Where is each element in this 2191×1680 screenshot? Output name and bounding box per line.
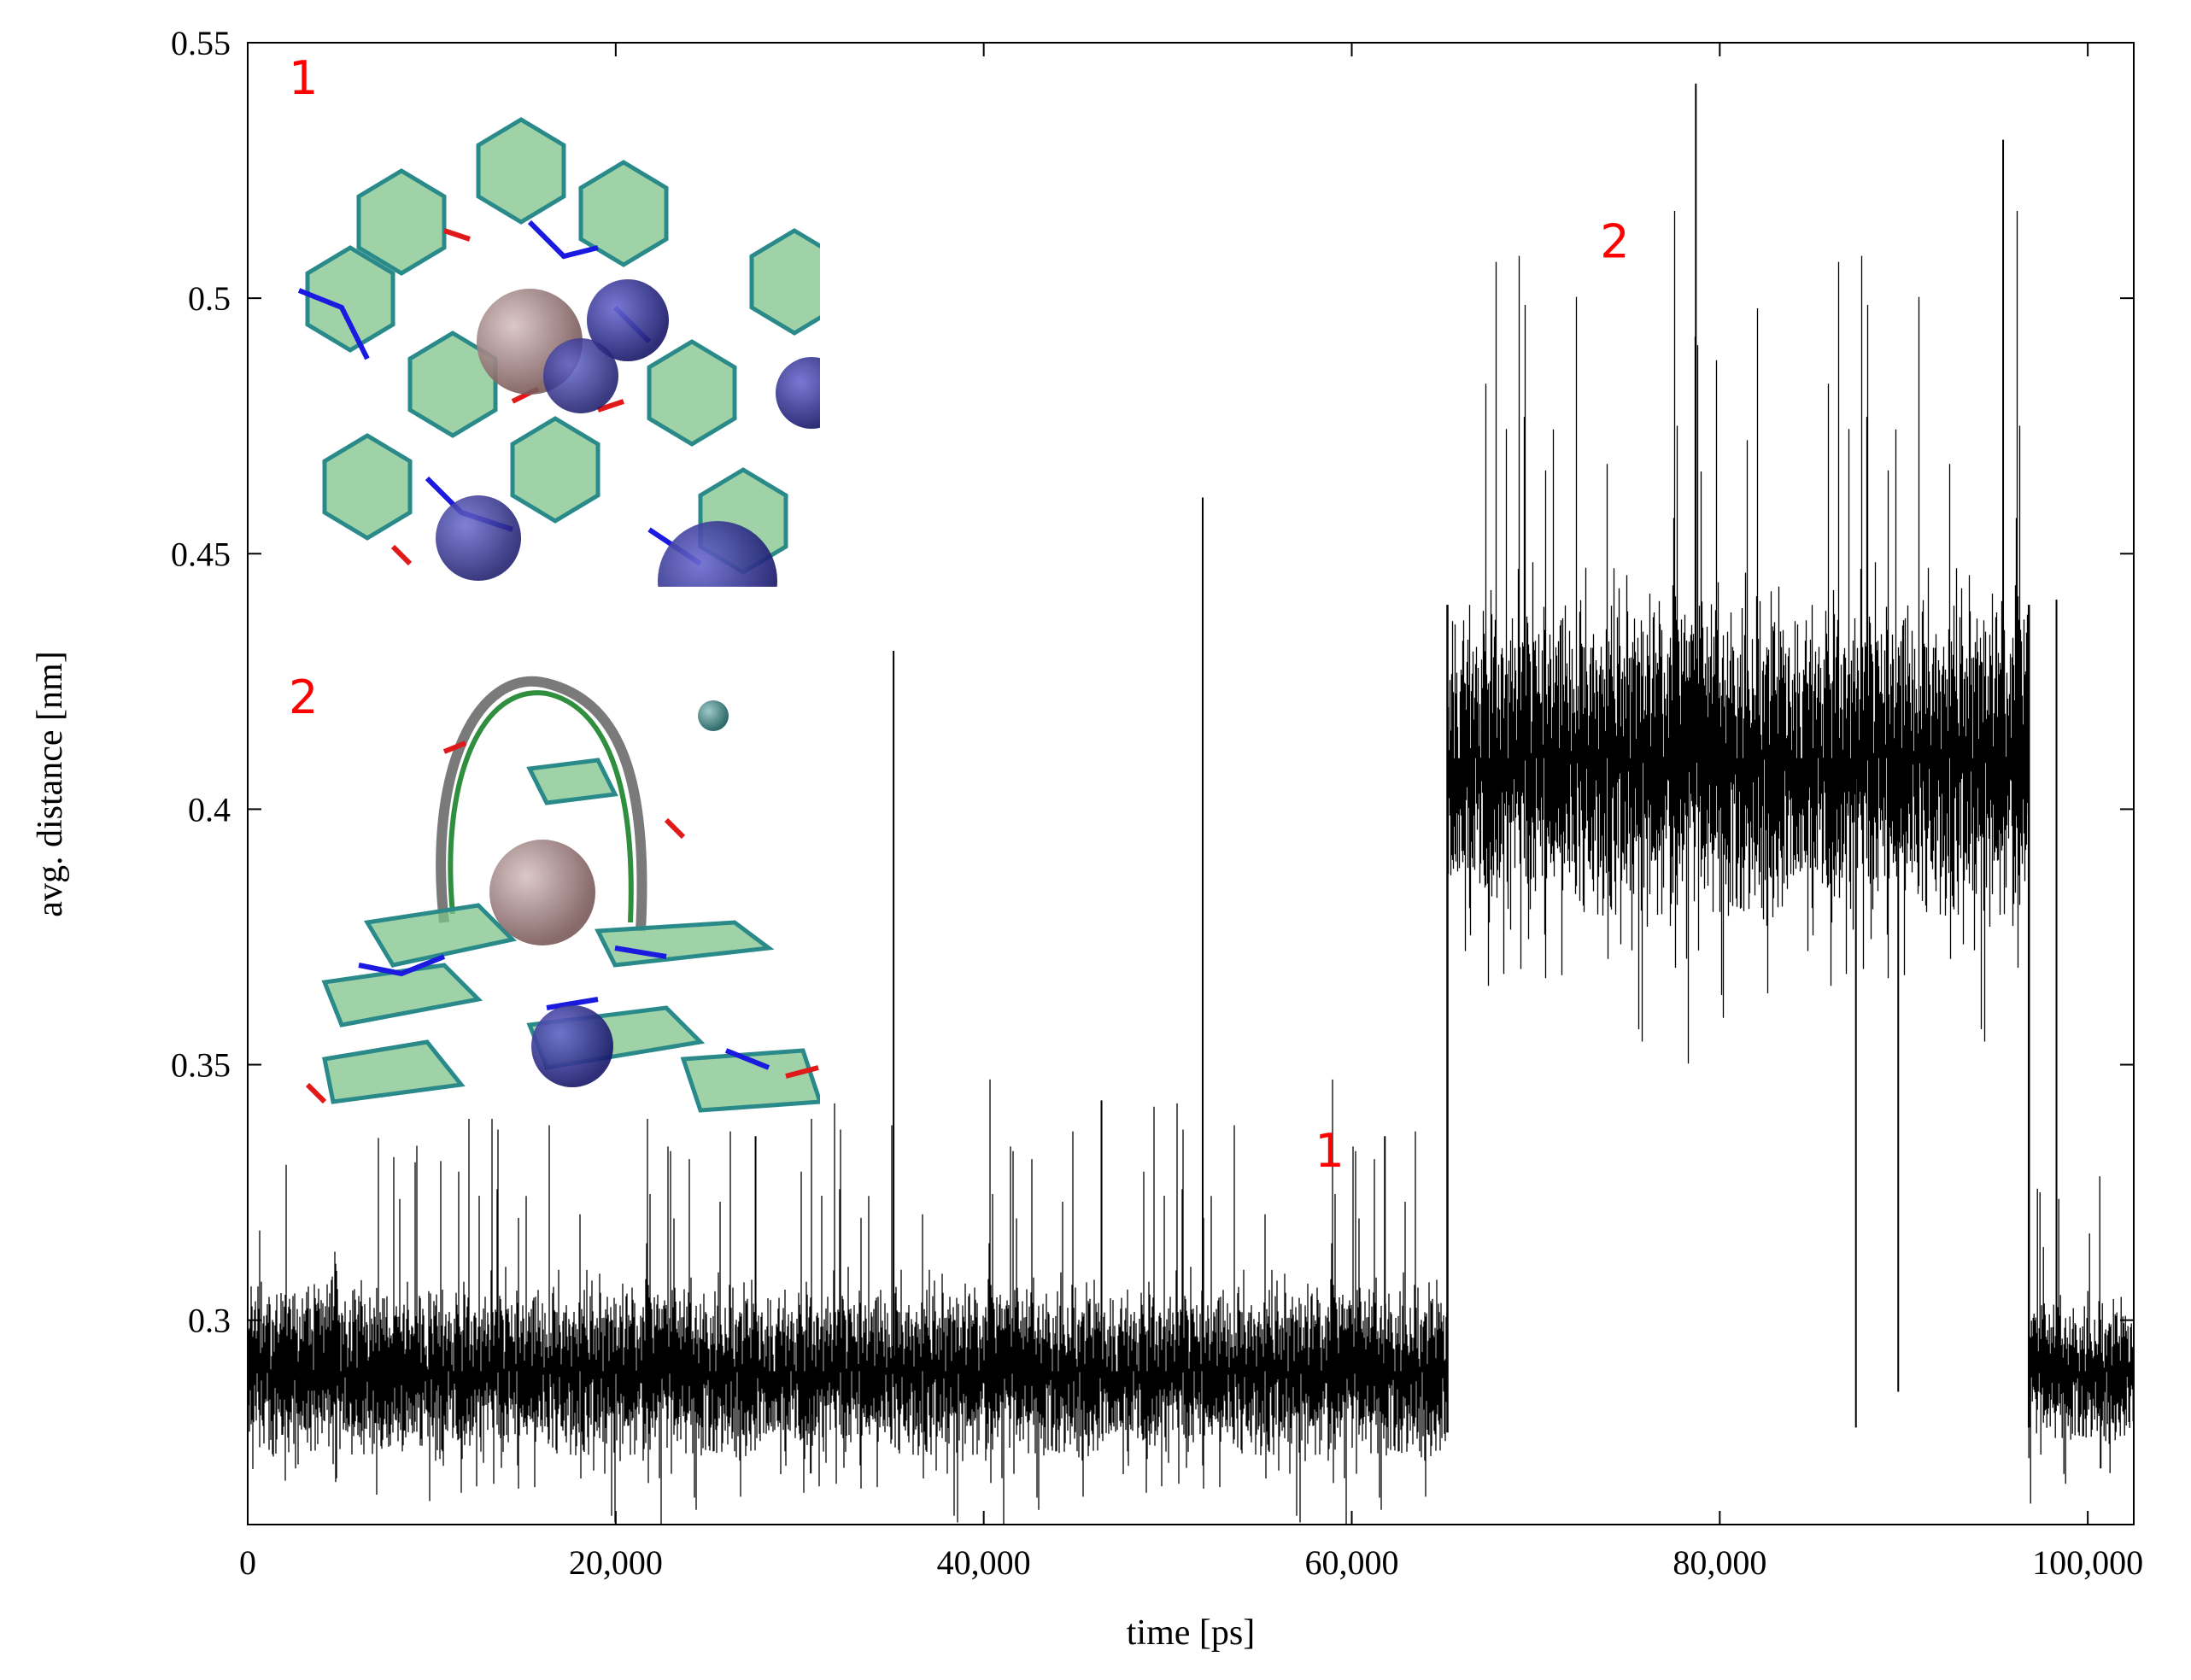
- x-tick-label: 20,000: [569, 1543, 663, 1582]
- inset-image-2: 2: [289, 641, 820, 1119]
- trace-segment-3: [2028, 1176, 2134, 1504]
- inset-image-1: 1: [289, 51, 820, 587]
- molecule-structure-1: [297, 117, 820, 587]
- y-tick-label: 0.5: [188, 279, 231, 318]
- annotation-label: 2: [1600, 214, 1629, 268]
- y-axis-ticks: 0.3 0.35 0.4 0.45 0.5 0.55: [171, 24, 2134, 1340]
- y-tick-label: 0.35: [171, 1046, 231, 1085]
- annotations: 12: [1315, 214, 1629, 1178]
- annotation-label: 1: [1315, 1124, 1344, 1178]
- y-tick-label: 0.3: [188, 1302, 231, 1340]
- y-axis-label: avg. distance [nm]: [31, 651, 70, 916]
- inset-label-2: 2: [289, 670, 318, 724]
- trace-segment-2: [1446, 211, 2030, 1064]
- x-tick-label: 60,000: [1304, 1543, 1398, 1582]
- y-tick-label: 0.55: [171, 24, 231, 62]
- x-tick-label: 80,000: [1673, 1543, 1766, 1582]
- x-tick-label: 40,000: [937, 1543, 1031, 1582]
- x-axis-label: time [ps]: [1127, 1613, 1255, 1653]
- plot-frame: [247, 42, 2135, 1525]
- trace-segment-1: [248, 1079, 1448, 1525]
- inset-label-1: 1: [289, 51, 318, 105]
- y-tick-label: 0.45: [171, 535, 231, 573]
- x-axis-ticks: 0 20,000 40,000 60,000 80,000 100,000: [239, 43, 2143, 1582]
- y-tick-label: 0.4: [188, 790, 231, 828]
- x-tick-label: 100,000: [2032, 1543, 2143, 1582]
- distance-series: [248, 83, 2134, 1525]
- x-tick-label: 0: [239, 1543, 256, 1582]
- molecule-structure-2: [305, 676, 820, 1113]
